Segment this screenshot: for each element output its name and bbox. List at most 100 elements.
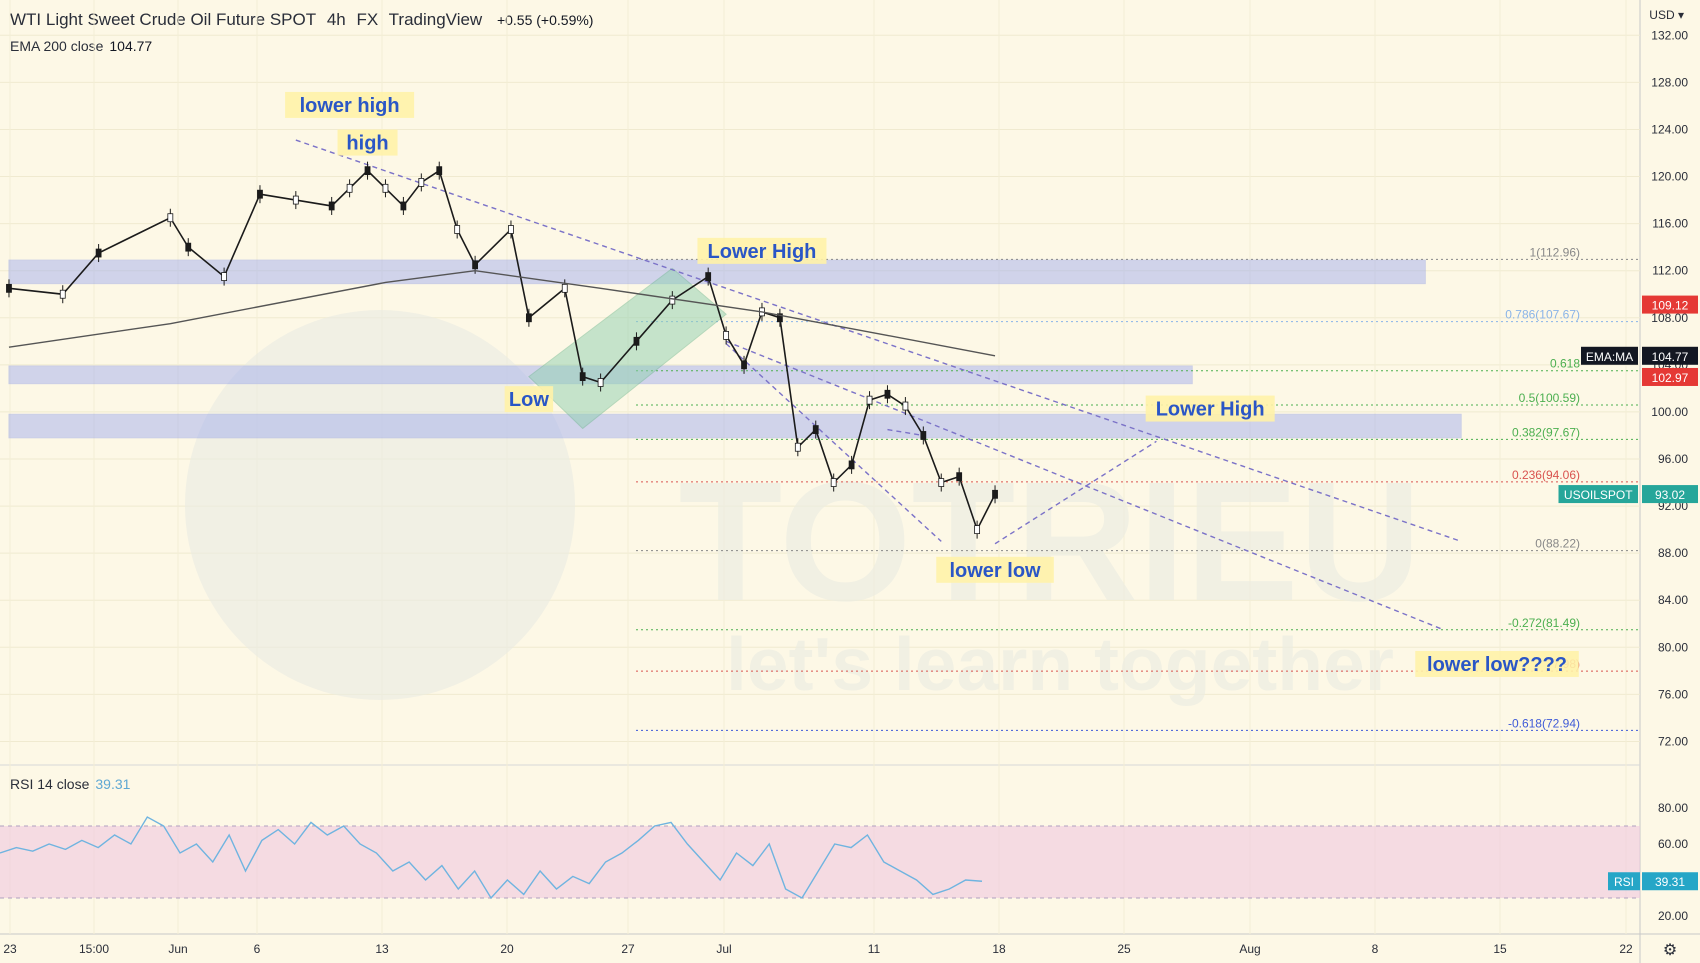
trend-line	[295, 139, 1462, 543]
rsi-band	[0, 826, 1640, 898]
price-tick-label: 88.00	[1658, 546, 1688, 560]
time-tick-label: 23	[3, 942, 17, 956]
ema-legend-label: EMA 200 close	[10, 38, 104, 54]
price-tag-value: 102.97	[1652, 371, 1689, 385]
candle-body	[848, 460, 855, 470]
candle-body	[221, 272, 228, 281]
candle-body	[364, 166, 371, 176]
price-tick-label: 76.00	[1658, 687, 1688, 701]
resistance-zone	[8, 413, 1462, 439]
fib-level-label: 0.618	[1550, 357, 1580, 371]
fib-level-label: 1(112.96)	[1530, 245, 1580, 259]
rsi-tick-label: 80.00	[1658, 801, 1688, 815]
candle-body	[328, 201, 335, 211]
series-name-tag-label: USOILSPOT	[1564, 488, 1633, 502]
series-name-tag-label: EMA:MA	[1586, 350, 1633, 364]
time-tick-label: 8	[1372, 942, 1379, 956]
candle-body	[920, 431, 927, 440]
time-tick-label: 27	[621, 942, 635, 956]
candle-body	[6, 283, 12, 293]
candle-body	[382, 183, 389, 193]
trend-line	[725, 340, 1444, 631]
rsi-legend-label: RSI 14 close	[10, 776, 90, 792]
candle-body	[794, 442, 801, 452]
candle-body	[741, 360, 747, 370]
price-tag	[1642, 346, 1698, 365]
annotation-label-bg	[1415, 650, 1579, 677]
trend-line	[887, 428, 924, 437]
interval-label[interactable]: 4h	[326, 10, 346, 29]
annotation-label: Low	[509, 389, 549, 411]
price-tick-label: 132.00	[1651, 28, 1688, 42]
price-tag-value: 104.77	[1652, 350, 1689, 364]
time-tick-label: 22	[1619, 942, 1633, 956]
candle-body	[167, 213, 174, 223]
time-tick-label: Jul	[716, 942, 731, 956]
fib-level-label: 0.786(107.67)	[1505, 308, 1580, 322]
annotation-label: Lower High	[708, 241, 817, 263]
annotation-label: lower high	[300, 95, 400, 117]
exchange-label: FX	[356, 10, 379, 29]
annotation-label-bg	[697, 237, 827, 264]
rsi-tag-value: 39.31	[1655, 875, 1685, 889]
candle-body	[95, 248, 102, 258]
trend-line	[994, 440, 1157, 545]
rsi-legend[interactable]: RSI 14 close 39.31	[10, 776, 130, 792]
annotation-label-bg	[504, 386, 554, 413]
time-tick-label: 6	[254, 942, 261, 956]
rsi-line	[0, 816, 983, 900]
candle-body	[866, 395, 873, 405]
candle-body	[472, 260, 479, 270]
price-tick-label: 108.00	[1651, 311, 1688, 325]
fib-level-label: 0.5(100.59)	[1519, 391, 1580, 405]
rsi-name-tag	[1608, 872, 1640, 891]
fib-level-label: 0.382(97.67)	[1512, 425, 1580, 439]
time-tick-label: Aug	[1239, 942, 1260, 956]
time-tick-label: 11	[868, 942, 881, 956]
candle-body	[884, 389, 891, 399]
candle-body	[257, 189, 263, 199]
candle-body	[974, 525, 981, 535]
rising-channel	[528, 267, 727, 430]
symbol-name[interactable]: WTI Light Sweet Crude Oil Future SPOT	[10, 10, 317, 29]
price-change: +0.55 (+0.59%)	[496, 12, 594, 28]
currency-selector[interactable]: USD ▾	[1649, 8, 1684, 22]
candle-body	[579, 372, 586, 382]
price-tag	[1642, 485, 1698, 504]
ema-200-line	[8, 269, 996, 357]
fib-level-label: -0.618(72.94)	[1508, 716, 1580, 730]
candle-body	[812, 425, 819, 434]
candle-body	[705, 272, 712, 281]
price-tick-label: 96.00	[1658, 452, 1688, 466]
series-name-tag	[1581, 346, 1638, 365]
ema-legend-value: 104.77	[109, 38, 153, 54]
candle-body	[292, 195, 299, 205]
price-tick-label: 124.00	[1651, 122, 1688, 136]
settings-icon: ⚙	[1663, 942, 1677, 959]
rsi-name-tag-label: RSI	[1614, 875, 1634, 889]
price-tick-label: 80.00	[1658, 640, 1688, 654]
ema-legend[interactable]: EMA 200 close 104.77	[10, 38, 152, 54]
annotation-label-bg	[285, 91, 415, 118]
price-tick-label: 72.00	[1658, 734, 1688, 748]
annotation-label: lower low????	[1427, 654, 1567, 676]
rsi-legend-value: 39.31	[95, 776, 131, 792]
rsi-tick-label: 60.00	[1658, 837, 1688, 851]
rsi-tag	[1642, 872, 1698, 891]
time-tick-label: 20	[500, 942, 514, 956]
candle-body	[436, 166, 443, 176]
candle-body	[902, 401, 909, 411]
time-tick-label: 15	[1493, 942, 1507, 956]
candle-body	[525, 313, 532, 323]
time-tick-label: 18	[992, 942, 1006, 956]
watermark-logo	[185, 310, 575, 700]
price-tag-value: 93.02	[1655, 488, 1685, 502]
annotation-label: lower low	[949, 560, 1041, 582]
price-tick-label: 100.00	[1651, 405, 1688, 419]
annotation-label: Lower High	[1156, 399, 1265, 421]
annotation-label-bg	[1145, 395, 1275, 422]
candle-body	[454, 225, 461, 234]
candle-body	[938, 478, 945, 487]
price-tag	[1642, 367, 1698, 386]
